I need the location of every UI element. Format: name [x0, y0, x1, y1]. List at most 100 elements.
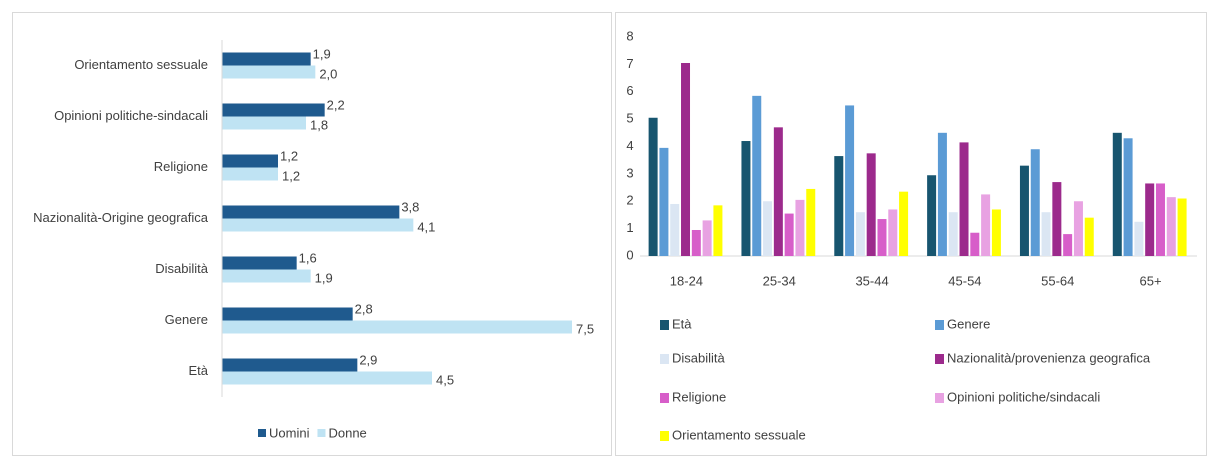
data-label: 1,6 [299, 250, 317, 265]
bar [927, 175, 937, 256]
y-tick-label: 1 [626, 220, 633, 235]
bar [1073, 201, 1083, 256]
bar [1112, 132, 1122, 256]
bar [222, 307, 353, 321]
bar [845, 105, 855, 256]
bar [877, 219, 887, 256]
y-tick-label: 4 [626, 138, 633, 153]
bar [1041, 212, 1051, 256]
y-tick-label: Orientamento sessuale [74, 57, 208, 72]
bar [991, 209, 1001, 256]
y-tick-label: Religione [154, 159, 208, 174]
data-label: 2,9 [359, 352, 377, 367]
bar [222, 256, 297, 270]
bar [222, 154, 278, 168]
x-tick-label: 35-44 [855, 273, 888, 288]
bar [222, 167, 278, 181]
bar [1084, 217, 1094, 256]
y-tick-label: 5 [626, 111, 633, 126]
bar [222, 116, 306, 130]
legend-label: Religione [672, 389, 726, 404]
bar [773, 127, 783, 257]
legend-swatch [660, 320, 669, 330]
data-label: 4,5 [436, 372, 454, 387]
legend-label: Opinioni politiche/sindacali [947, 389, 1100, 404]
bar [659, 147, 669, 256]
bar [806, 188, 816, 256]
bar [970, 232, 980, 256]
legend-swatch [660, 354, 669, 364]
bar [741, 141, 751, 256]
bar [222, 358, 358, 372]
bar [1019, 165, 1029, 256]
bar [222, 218, 414, 232]
bar [222, 103, 325, 117]
legend-swatch [935, 393, 944, 403]
bar [222, 65, 316, 79]
data-label: 3,8 [401, 199, 419, 214]
bar [648, 117, 658, 256]
bar [1063, 234, 1073, 256]
y-tick-label: 7 [626, 56, 633, 71]
bar [691, 229, 701, 256]
bar [937, 132, 947, 256]
y-tick-label: Opinioni politiche-sindacali [54, 108, 208, 123]
legend-label: Donne [328, 425, 366, 440]
legend-swatch [935, 354, 944, 364]
right-panel [615, 12, 1207, 456]
bar [222, 269, 311, 283]
bar [795, 199, 805, 256]
data-label: 2,0 [319, 66, 337, 81]
bar [959, 142, 969, 256]
y-tick-label: 8 [626, 28, 633, 43]
bar [899, 191, 909, 256]
y-tick-label: 2 [626, 193, 633, 208]
bar [763, 201, 773, 256]
x-tick-label: 55-64 [1041, 273, 1074, 288]
legend-swatch [935, 320, 944, 330]
bar [681, 63, 691, 256]
bar [222, 371, 432, 385]
left-panel [12, 12, 612, 456]
x-tick-label: 18-24 [670, 273, 703, 288]
bar [855, 212, 865, 256]
bar [1030, 149, 1040, 256]
y-tick-label: Età [188, 363, 208, 378]
data-label: 2,2 [327, 97, 345, 112]
data-label: 1,9 [313, 46, 331, 61]
bar [1155, 183, 1165, 256]
legend-swatch [258, 429, 266, 437]
data-label: 2,8 [355, 301, 373, 316]
bar [1052, 182, 1062, 256]
legend-label: Età [672, 316, 692, 331]
bar [888, 209, 898, 256]
data-label: 1,9 [315, 270, 333, 285]
x-tick-label: 45-54 [948, 273, 981, 288]
bar [222, 320, 572, 334]
bar [702, 220, 712, 256]
x-tick-label: 25-34 [763, 273, 796, 288]
bar [222, 52, 311, 66]
bar [1145, 183, 1155, 256]
bar [713, 205, 723, 256]
data-label: 1,2 [282, 168, 300, 183]
legend-swatch [660, 431, 669, 441]
bar [752, 95, 762, 256]
bar [834, 156, 844, 256]
bar [222, 205, 400, 219]
legend-label: Nazionalità/provenienza geografica [947, 350, 1151, 365]
data-label: 1,8 [310, 117, 328, 132]
legend-swatch [660, 393, 669, 403]
y-tick-label: Genere [165, 312, 208, 327]
bar [1123, 138, 1133, 256]
bar [981, 194, 991, 256]
y-tick-label: 3 [626, 165, 633, 180]
bar [784, 213, 794, 256]
bar [1166, 197, 1176, 256]
data-label: 1,2 [280, 148, 298, 163]
y-tick-label: 6 [626, 83, 633, 98]
x-tick-label: 65+ [1140, 273, 1162, 288]
data-label: 7,5 [576, 321, 594, 336]
bar [670, 203, 680, 256]
